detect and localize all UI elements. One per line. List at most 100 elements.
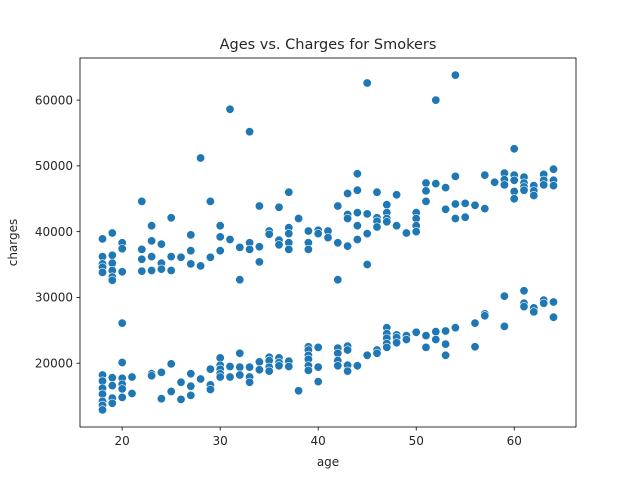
data-point [186, 230, 196, 240]
data-point [313, 229, 323, 239]
data-point [137, 196, 147, 206]
data-point [441, 350, 451, 360]
y-tick-label: 30000 [35, 291, 73, 305]
data-point [480, 311, 490, 321]
data-point [323, 233, 333, 243]
data-point [519, 286, 529, 296]
data-point [509, 175, 519, 185]
data-point [215, 372, 225, 382]
data-point [196, 261, 206, 271]
data-point [156, 264, 166, 274]
data-point [245, 244, 255, 254]
data-point [107, 373, 117, 383]
data-point [245, 377, 255, 387]
data-point [343, 241, 353, 251]
data-point [343, 366, 353, 376]
data-point [117, 244, 127, 254]
data-point [98, 267, 108, 277]
data-point [313, 377, 323, 387]
data-point [205, 364, 215, 374]
data-point [392, 338, 402, 348]
data-point [372, 348, 382, 358]
data-point [137, 254, 147, 264]
data-point [98, 234, 108, 244]
data-point [176, 252, 186, 262]
data-point [245, 127, 255, 137]
x-axis-label: age [317, 455, 339, 469]
data-point [470, 318, 480, 328]
data-point [225, 372, 235, 382]
data-point [107, 381, 117, 391]
data-point [450, 199, 460, 209]
data-point [137, 266, 147, 276]
data-point [333, 201, 343, 211]
data-point [235, 242, 245, 252]
data-point [401, 228, 411, 238]
data-point [460, 212, 470, 222]
plot-area-frame [79, 57, 577, 428]
data-point [313, 342, 323, 352]
data-point [176, 394, 186, 404]
data-point [382, 217, 392, 227]
data-point [205, 196, 215, 206]
data-point [343, 214, 353, 224]
data-point [156, 394, 166, 404]
data-point [166, 386, 176, 396]
data-point [519, 302, 529, 312]
data-point [205, 252, 215, 262]
data-point [274, 361, 284, 371]
data-point [235, 362, 245, 372]
data-point [107, 228, 117, 238]
data-point [235, 275, 245, 285]
data-point [343, 345, 353, 355]
data-point [382, 200, 392, 210]
data-point [156, 367, 166, 377]
data-point [529, 191, 539, 201]
data-point [362, 229, 372, 239]
data-point [382, 342, 392, 352]
data-point [107, 275, 117, 285]
data-point [470, 200, 480, 210]
data-point [186, 390, 196, 400]
data-point [107, 398, 117, 408]
data-point [401, 334, 411, 344]
data-point [284, 244, 294, 254]
data-point [274, 202, 284, 212]
data-point [147, 236, 157, 246]
data-point [548, 164, 558, 174]
data-point [352, 221, 362, 231]
data-point [431, 95, 441, 105]
data-point [294, 386, 304, 396]
data-point [421, 178, 431, 188]
data-point [421, 342, 431, 352]
scatter-points [98, 70, 558, 415]
data-point [431, 334, 441, 344]
data-point [166, 213, 176, 223]
data-point [441, 204, 451, 214]
data-point [127, 372, 137, 382]
data-point [362, 78, 372, 88]
data-point [352, 361, 362, 371]
data-point [362, 259, 372, 269]
data-point [499, 291, 509, 301]
data-point [284, 229, 294, 239]
data-point [274, 240, 284, 250]
data-point [352, 208, 362, 218]
x-tick-label: 50 [409, 434, 424, 448]
data-point [176, 377, 186, 387]
data-point [548, 181, 558, 191]
data-point [205, 384, 215, 394]
data-point [499, 321, 509, 331]
data-point [284, 187, 294, 197]
data-point [480, 204, 490, 214]
data-point [196, 374, 206, 384]
data-point [225, 104, 235, 114]
data-point [450, 70, 460, 80]
data-point [147, 371, 157, 381]
data-point [352, 185, 362, 195]
data-point [352, 235, 362, 245]
data-point [294, 214, 304, 224]
data-point [490, 177, 500, 187]
y-tick-label: 60000 [35, 93, 73, 107]
